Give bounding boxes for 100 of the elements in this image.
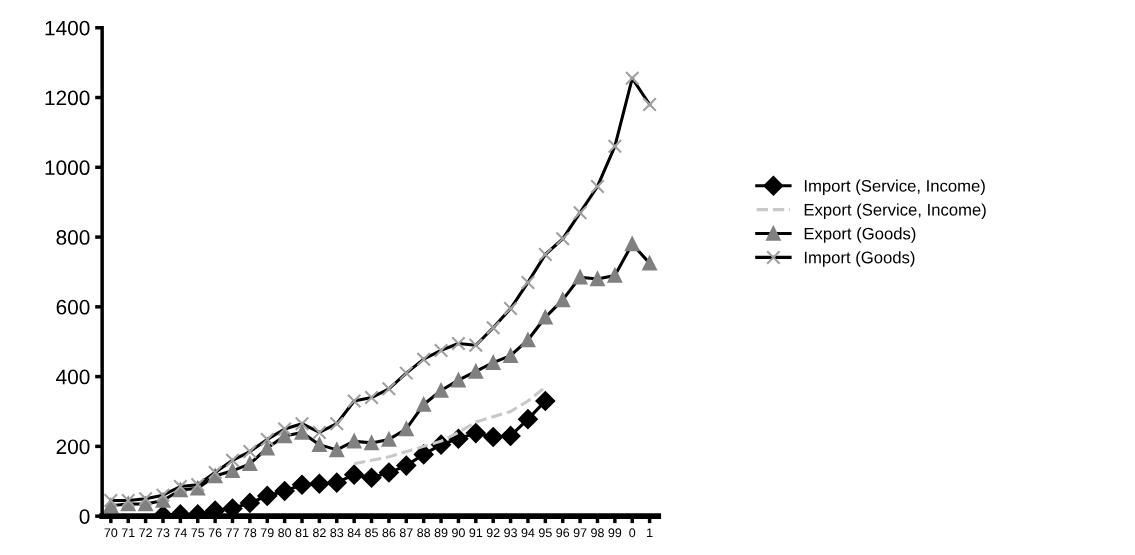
point bbox=[555, 231, 570, 247]
point bbox=[207, 465, 223, 480]
legend-label: Import (Service, Income) bbox=[804, 179, 985, 196]
y-tick-label: 1200 bbox=[45, 90, 90, 106]
point bbox=[520, 332, 536, 348]
x-tick-label: 74 bbox=[174, 528, 187, 538]
x-tick-label: 80 bbox=[278, 528, 292, 538]
x-tick-label: 92 bbox=[486, 528, 500, 538]
point bbox=[326, 472, 347, 493]
point bbox=[433, 383, 449, 398]
point bbox=[555, 292, 570, 308]
x-tick-label: 90 bbox=[452, 528, 465, 538]
point bbox=[381, 432, 397, 447]
point bbox=[379, 462, 399, 483]
x-tick-label: 93 bbox=[504, 528, 517, 538]
point bbox=[344, 464, 365, 485]
x-tick-label: 79 bbox=[260, 528, 274, 538]
point bbox=[503, 301, 518, 316]
point bbox=[346, 393, 362, 409]
point bbox=[483, 427, 504, 447]
point bbox=[294, 416, 310, 431]
x-tick-label: 88 bbox=[417, 528, 431, 538]
point bbox=[624, 71, 640, 86]
point bbox=[381, 381, 397, 397]
point bbox=[103, 493, 119, 508]
x-tick-label: 85 bbox=[365, 528, 378, 538]
x-tick-label: 87 bbox=[399, 528, 413, 538]
x-tick-label: 83 bbox=[330, 528, 344, 538]
x-tick-label: 0 bbox=[629, 528, 636, 538]
x-tick-label: 71 bbox=[121, 528, 135, 538]
point bbox=[518, 409, 538, 430]
x-tick-label: 98 bbox=[591, 528, 604, 538]
x-tick-label: 76 bbox=[208, 528, 222, 538]
point bbox=[485, 355, 501, 370]
point bbox=[257, 486, 278, 506]
x-tick-label: 91 bbox=[469, 528, 483, 538]
point bbox=[642, 97, 657, 112]
y-tick-label: 800 bbox=[56, 230, 90, 245]
x-tick-label: 78 bbox=[243, 528, 257, 538]
point bbox=[416, 397, 431, 412]
y-tick-label: 600 bbox=[56, 299, 90, 315]
x-tick-label: 82 bbox=[312, 528, 326, 538]
point bbox=[329, 416, 345, 431]
point bbox=[538, 310, 553, 325]
y-tick-label: 1000 bbox=[45, 160, 90, 176]
point bbox=[451, 336, 466, 351]
point bbox=[433, 343, 449, 358]
point bbox=[155, 487, 171, 503]
point bbox=[451, 372, 466, 388]
point bbox=[309, 473, 330, 494]
point bbox=[240, 493, 260, 513]
x-tick-label: 96 bbox=[556, 528, 570, 538]
point bbox=[607, 268, 623, 283]
x-tick-label: 81 bbox=[295, 528, 309, 538]
point bbox=[607, 139, 623, 154]
point bbox=[259, 432, 275, 447]
point bbox=[468, 364, 484, 379]
point bbox=[503, 348, 518, 363]
point bbox=[642, 255, 657, 271]
x-tick-label: 84 bbox=[347, 528, 361, 538]
point bbox=[396, 455, 417, 476]
point bbox=[520, 275, 536, 290]
x-tick-label: 73 bbox=[156, 528, 170, 538]
point bbox=[500, 426, 521, 446]
point bbox=[465, 423, 486, 443]
point bbox=[277, 428, 292, 444]
x-tick-label: 89 bbox=[434, 528, 448, 538]
point bbox=[364, 435, 379, 451]
point bbox=[416, 351, 431, 367]
point bbox=[120, 493, 136, 508]
x-tick-label: 97 bbox=[573, 528, 587, 538]
x-tick-label: 95 bbox=[538, 528, 552, 538]
point bbox=[225, 463, 240, 479]
point bbox=[538, 247, 553, 262]
point bbox=[242, 456, 258, 472]
point bbox=[572, 269, 588, 285]
x-tick-label: 75 bbox=[191, 528, 205, 538]
point bbox=[413, 444, 434, 465]
point bbox=[312, 437, 327, 452]
point bbox=[624, 236, 640, 252]
point bbox=[294, 425, 310, 440]
point bbox=[173, 479, 188, 494]
x-tick-label: 72 bbox=[139, 528, 152, 538]
x-tick-label: 86 bbox=[382, 528, 396, 538]
point bbox=[399, 421, 414, 437]
point bbox=[312, 425, 327, 440]
point bbox=[292, 474, 312, 495]
point bbox=[535, 391, 556, 411]
point bbox=[242, 444, 258, 459]
point bbox=[590, 271, 605, 287]
point bbox=[138, 491, 153, 506]
point bbox=[259, 440, 275, 456]
point bbox=[364, 390, 379, 405]
point bbox=[346, 433, 362, 449]
y-tick-label: 400 bbox=[56, 369, 90, 385]
x-tick-label: 99 bbox=[608, 528, 622, 538]
x-tick-label: 1 bbox=[647, 528, 653, 538]
point bbox=[572, 205, 588, 220]
y-tick-label: 200 bbox=[56, 439, 90, 455]
legend-label: Export (Goods) bbox=[804, 227, 916, 243]
